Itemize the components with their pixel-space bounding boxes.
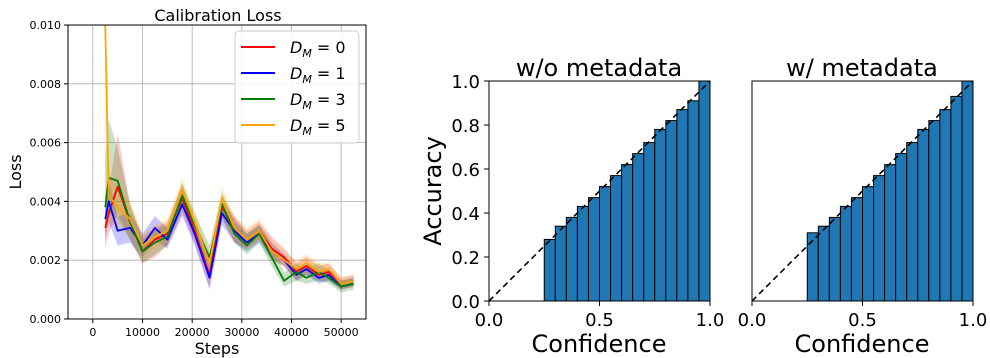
y-tick-label: 0.002 — [30, 254, 62, 267]
x-tick-label: 1.0 — [696, 310, 725, 331]
x-tick-label: 0.5 — [585, 310, 614, 331]
y-tick-label: 0.006 — [30, 137, 62, 150]
y-tick-label: 0.2 — [451, 248, 480, 269]
accuracy-bar — [587, 197, 601, 302]
y-tick-label: 0.8 — [451, 116, 480, 137]
confidence-band — [105, 180, 354, 290]
y-tick-label: 0.008 — [30, 78, 62, 91]
y-tick-label: 1.0 — [451, 72, 480, 93]
legend-label: DM = 1 — [290, 64, 346, 86]
without-metadata-x-ticks: 0.0 0.5 1.0 — [475, 301, 725, 331]
legend-label: DM = 0 — [290, 38, 346, 60]
accuracy-bar — [839, 205, 852, 302]
with-metadata-diagonal — [751, 80, 974, 302]
series-line — [104, 25, 354, 285]
with-metadata-x-ticks: 0.0 0.5 1.0 — [738, 301, 988, 331]
accuracy-bar — [906, 142, 919, 302]
accuracy-bar — [687, 100, 700, 302]
accuracy-bar — [632, 153, 645, 302]
calibration-loss-panel: Calibration Loss 0 10000 20000 30000 40000 50… — [6, 6, 367, 358]
x-tick-label: 30000 — [224, 326, 259, 339]
x-tick-label: 20000 — [175, 326, 210, 339]
accuracy-bar — [884, 164, 897, 302]
calibration-loss-lines — [104, 25, 354, 288]
x-tick-label: 0.5 — [848, 310, 877, 331]
y-tick-label: 0.6 — [451, 160, 480, 181]
accuracy-bar — [895, 153, 908, 302]
y-tick-label: 0.010 — [30, 19, 62, 32]
accuracy-bar — [817, 225, 830, 302]
x-tick-label: 10000 — [125, 326, 160, 339]
without-metadata-title: w/o metadata — [516, 54, 682, 82]
legend-frame — [234, 30, 360, 144]
legend-label: DM = 3 — [290, 90, 346, 112]
accuracy-bar — [950, 95, 963, 302]
accuracy-bar — [806, 232, 819, 302]
accuracy-bar — [939, 109, 952, 302]
legend-label: DM = 5 — [290, 116, 346, 138]
accuracy-bar — [643, 142, 656, 302]
accuracy-bar — [543, 238, 556, 302]
calibration-loss-title: Calibration Loss — [154, 6, 281, 25]
accuracy-bar — [554, 225, 567, 302]
accuracy-bar — [654, 128, 667, 302]
with-metadata-bars — [806, 80, 974, 302]
without-metadata-bars — [543, 80, 711, 302]
accuracy-axis-label: Accuracy — [419, 136, 447, 246]
accuracy-bar — [610, 175, 623, 302]
confidence-band — [105, 133, 354, 290]
reliability-panel-without-metadata: w/o metadata 0.0 0.5 1.0 0.0 0.2 0.4 0.6 0.8 1.… — [419, 54, 724, 358]
calibration-loss-y-axis-label: Loss — [6, 154, 25, 189]
accuracy-bar — [599, 186, 612, 302]
x-tick-label: 0.0 — [475, 310, 504, 331]
y-tick-label: 0.0 — [451, 292, 480, 313]
y-tick-label: 0.000 — [30, 313, 62, 326]
accuracy-bar — [698, 80, 711, 302]
accuracy-bar — [862, 186, 875, 302]
accuracy-bar — [576, 205, 589, 302]
x-tick-label: 0 — [89, 326, 96, 339]
series-line — [104, 176, 354, 288]
accuracy-bar — [565, 216, 578, 302]
x-tick-label: 1.0 — [959, 310, 988, 331]
accuracy-bar — [873, 175, 886, 302]
accuracy-bar — [665, 120, 678, 302]
accuracy-bar — [928, 120, 941, 302]
with-metadata-title: w/ metadata — [786, 54, 938, 82]
calibration-loss-x-axis-label: Steps — [195, 339, 240, 358]
y-tick-label: 0.4 — [451, 204, 480, 225]
x-tick-label: 0.0 — [738, 310, 767, 331]
x-tick-label: 50000 — [324, 326, 359, 339]
confidence-band — [105, 25, 354, 290]
with-metadata-x-axis-label: Confidence — [795, 330, 930, 358]
accuracy-bar — [828, 216, 841, 302]
x-tick-label: 40000 — [274, 326, 309, 339]
accuracy-bar — [676, 109, 689, 302]
calibration-loss-plot-frame — [67, 24, 367, 320]
accuracy-bar — [917, 128, 930, 302]
calibration-loss-x-ticks: 0 10000 20000 30000 40000 50000 — [89, 319, 359, 339]
reliability-panel-with-metadata: w/ metadata 0.0 0.5 1.0 Confidence — [738, 54, 988, 358]
calibration-loss-legend: DM = 0 DM = 1 DM = 3 DM = 5 — [234, 30, 360, 144]
without-metadata-x-axis-label: Confidence — [532, 330, 667, 358]
accuracy-bar — [961, 80, 974, 302]
y-tick-label: 0.004 — [30, 195, 62, 208]
without-metadata-diagonal — [488, 80, 711, 302]
accuracy-bar — [850, 197, 864, 302]
calibration-loss-y-ticks: 0.000 0.002 0.004 0.006 0.008 0.010 — [30, 19, 68, 326]
accuracy-bar — [621, 164, 634, 302]
without-metadata-y-ticks: 0.0 0.2 0.4 0.6 0.8 1.0 — [451, 72, 489, 313]
